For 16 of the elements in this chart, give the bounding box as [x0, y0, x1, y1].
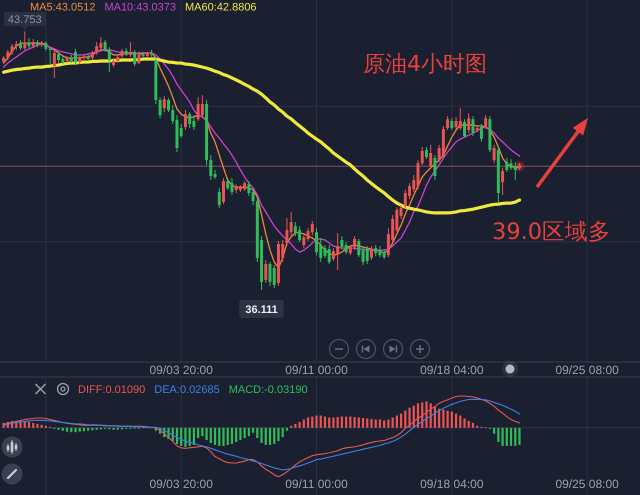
- annotation: 43.753: [8, 14, 42, 26]
- x-tick-label: 09/11 00:00: [285, 477, 348, 491]
- legend: DIFF:0.01090 DEA:0.02685 MACD:-0.03190: [78, 384, 308, 396]
- price-label: 43.753: [4, 12, 46, 30]
- x-tick-label: 09/18 04:00: [420, 477, 484, 491]
- price-label: 36.111: [239, 300, 284, 318]
- text: 原油4小时图: [363, 52, 487, 77]
- annotation: 39.0区域多: [492, 219, 612, 245]
- annotation: 36.111: [245, 304, 278, 316]
- legend: MA5:43.0512 MA10:43.0373 MA60:42.8806: [30, 2, 257, 14]
- x-tick-label: 09/25 08:00: [555, 477, 620, 491]
- x-tick-label: 09/03 20:00: [150, 477, 214, 491]
- x-tick-label: 09/11 00:00: [285, 363, 348, 377]
- x-tick-label: 09/03 20:00: [150, 363, 214, 377]
- x-tick-label: 09/18 04:00: [420, 363, 484, 377]
- x-tick-label: 09/25 08:00: [555, 363, 620, 377]
